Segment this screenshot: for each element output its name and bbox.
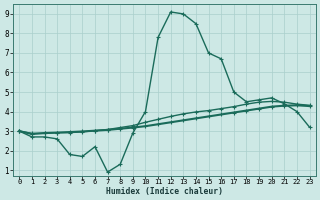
X-axis label: Humidex (Indice chaleur): Humidex (Indice chaleur) (106, 187, 223, 196)
